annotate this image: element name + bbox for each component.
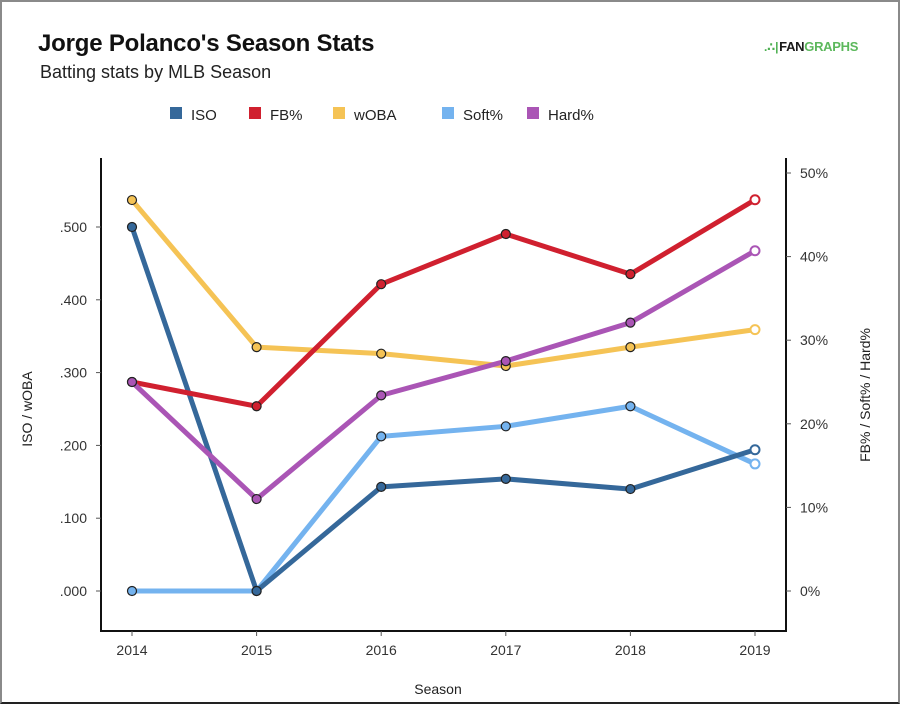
data-point-fb-pct[interactable]	[251, 401, 262, 412]
data-point-soft-pct[interactable]	[625, 401, 636, 412]
data-point-iso[interactable]	[126, 221, 138, 233]
y-left-tick-label: .500	[60, 219, 87, 235]
data-point-woba[interactable]	[126, 194, 138, 206]
legend-item-fb-pct[interactable]: FB%	[249, 107, 303, 124]
legend-item-woba[interactable]: wOBA	[333, 107, 397, 124]
data-point-iso[interactable]	[500, 473, 511, 484]
x-axis-title: Season	[414, 681, 461, 697]
data-point-iso[interactable]	[251, 585, 262, 597]
y-left-tick-label: .100	[60, 510, 87, 526]
data-point-hard-pct[interactable]	[126, 376, 138, 388]
data-point-iso[interactable]	[376, 481, 387, 492]
axes: .000 .100 .200 .300 .400 .500 0% 10% 20% 30% 40% 50…	[60, 158, 828, 658]
y-right-tick-label: 0%	[800, 583, 820, 599]
legend-label: ISO	[191, 107, 217, 124]
data-point-woba[interactable]	[625, 342, 636, 353]
data-point-iso[interactable]	[749, 444, 761, 456]
data-point-soft-pct[interactable]	[749, 458, 761, 470]
y-right-tick-label: 40%	[800, 249, 828, 265]
legend-swatch	[170, 107, 182, 119]
data-point-hard-pct[interactable]	[376, 390, 387, 401]
chart-title: Jorge Polanco's Season Stats	[38, 30, 375, 57]
y-left-tick-label: .300	[60, 365, 87, 381]
data-point-soft-pct[interactable]	[500, 421, 511, 432]
legend-label: Hard%	[548, 107, 594, 124]
legend-swatch	[249, 107, 261, 119]
y-left-tick-label: .400	[60, 292, 87, 308]
data-point-fb-pct[interactable]	[625, 269, 636, 280]
series-line-fb-pct	[129, 197, 758, 409]
data-point-hard-pct[interactable]	[500, 356, 511, 367]
legend-label: FB%	[270, 107, 303, 124]
fangraphs-logo-icon: .∴|	[764, 40, 779, 54]
x-tick-label: 2017	[490, 642, 521, 658]
data-point-woba[interactable]	[376, 348, 387, 359]
x-tick-label: 2018	[615, 642, 646, 658]
legend-label: Soft%	[463, 107, 503, 124]
series-line-soft-pct	[129, 403, 758, 594]
y-right-tick-label: 50%	[800, 165, 828, 181]
fangraphs-logo: .∴|FANGRAPHS	[764, 39, 858, 54]
data-point-fb-pct[interactable]	[500, 228, 511, 240]
data-point-hard-pct[interactable]	[625, 317, 636, 328]
y-right-tick-label: 30%	[800, 332, 828, 348]
data-point-iso[interactable]	[625, 483, 636, 495]
legend-label: wOBA	[353, 107, 397, 124]
logo-text-graphs: GRAPHS	[804, 39, 859, 54]
legend-item-hard-pct[interactable]: Hard%	[527, 107, 594, 124]
data-point-hard-pct[interactable]	[251, 493, 262, 505]
x-tick-label: 2016	[366, 642, 397, 658]
y-axis-left-title: ISO / wOBA	[19, 371, 35, 447]
legend-swatch	[333, 107, 345, 119]
legend-item-soft-pct[interactable]: Soft%	[442, 107, 503, 124]
chart-subtitle: Batting stats by MLB Season	[40, 62, 272, 82]
logo-text-fan: FAN	[779, 39, 805, 54]
data-point-woba[interactable]	[251, 342, 262, 353]
data-point-soft-pct[interactable]	[376, 431, 387, 442]
y-right-tick-label: 10%	[800, 499, 828, 515]
series-line-hard-pct	[129, 248, 758, 502]
x-tick-label: 2015	[241, 642, 272, 658]
data-point-fb-pct[interactable]	[376, 279, 387, 290]
series-line-iso	[129, 224, 758, 594]
legend: ISO FB% wOBA Soft% Hard%	[170, 107, 594, 124]
series-points	[126, 194, 761, 597]
data-point-woba[interactable]	[749, 324, 761, 336]
legend-swatch	[442, 107, 454, 119]
series-lines	[129, 197, 758, 594]
legend-swatch	[527, 107, 539, 119]
legend-item-iso[interactable]: ISO	[170, 107, 217, 124]
x-tick-label: 2014	[116, 642, 147, 658]
y-right-tick-label: 20%	[800, 416, 828, 432]
data-point-hard-pct[interactable]	[749, 245, 761, 257]
y-axis-right-title: FB% / Soft% / Hard%	[857, 328, 873, 462]
data-point-soft-pct[interactable]	[126, 585, 138, 597]
y-left-tick-label: .000	[60, 583, 87, 599]
series-line-woba	[129, 197, 758, 369]
x-tick-label: 2019	[739, 642, 770, 658]
y-left-tick-label: .200	[60, 437, 87, 453]
data-point-fb-pct[interactable]	[749, 194, 761, 206]
